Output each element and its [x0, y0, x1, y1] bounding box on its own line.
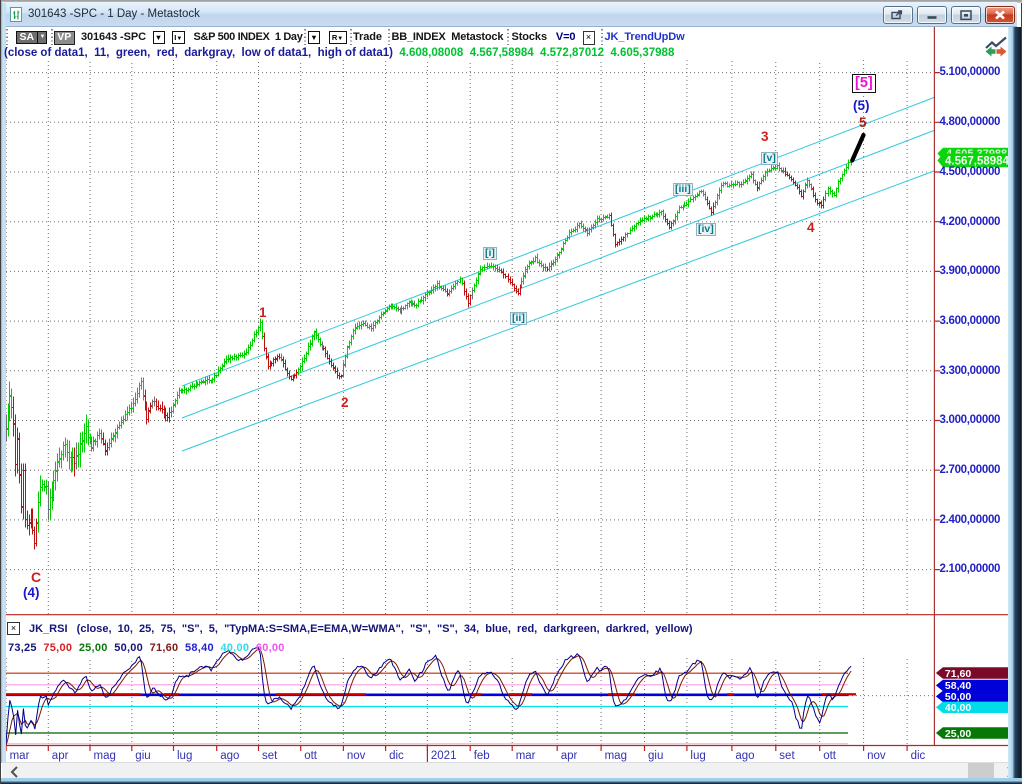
- svg-text:40,00: 40,00: [945, 702, 971, 714]
- svg-text:50,00: 50,00: [945, 691, 971, 703]
- svg-text:58,40: 58,40: [945, 680, 971, 692]
- svg-text:4.567,58984: 4.567,58984: [945, 156, 1010, 168]
- svg-text:25,00: 25,00: [945, 728, 971, 740]
- svg-text:71,60: 71,60: [945, 668, 971, 680]
